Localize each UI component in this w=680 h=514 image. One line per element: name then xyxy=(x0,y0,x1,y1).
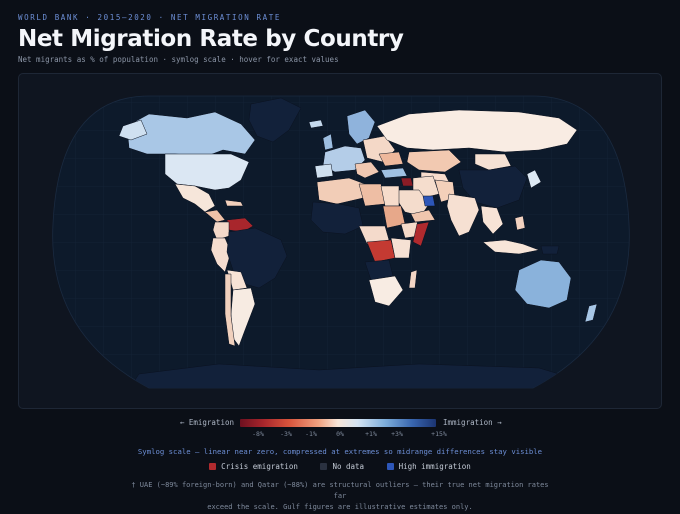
country-yemen[interactable] xyxy=(410,209,436,223)
country-indonesia[interactable] xyxy=(482,239,540,255)
country-central-america[interactable] xyxy=(204,209,226,223)
legend-tick: +3% xyxy=(391,430,403,438)
country-papua-new-guinea[interactable] xyxy=(540,245,560,255)
country-madagascar[interactable] xyxy=(408,269,418,289)
country-west-africa[interactable] xyxy=(310,201,364,235)
country-scandinavia[interactable] xyxy=(346,109,376,145)
country-japan[interactable] xyxy=(526,169,542,189)
swatch-high-immigration: High immigration xyxy=(386,462,471,471)
footnote-line: exceed the scale. Gulf figures are illus… xyxy=(207,503,473,511)
eyebrow-label: WORLD BANK · 2015–2020 · NET MIGRATION R… xyxy=(18,13,281,22)
swatch-color xyxy=(209,463,217,470)
country-united-kingdom[interactable] xyxy=(322,133,334,151)
country-india[interactable] xyxy=(446,193,480,237)
legend-immigration-label: Immigration → xyxy=(443,418,502,427)
country-brazil[interactable] xyxy=(226,227,288,289)
country-antarctica[interactable] xyxy=(118,363,580,404)
country-somalia[interactable] xyxy=(412,221,430,247)
country-spain[interactable] xyxy=(314,163,334,179)
footnote-line: † UAE (~89% foreign-born) and Qatar (~88… xyxy=(131,481,549,500)
country-syria[interactable] xyxy=(400,177,414,187)
swatch-color xyxy=(320,463,328,470)
swatch-no-data: No data xyxy=(320,462,364,471)
world-map[interactable] xyxy=(19,74,662,409)
legend-tick: -8% xyxy=(252,430,264,438)
page-subtitle: Net migrants as % of population · symlog… xyxy=(18,55,339,64)
country-united-states[interactable] xyxy=(164,153,250,191)
swatch-label: No data xyxy=(332,462,365,471)
scale-note: Symlog scale — linear near zero, compres… xyxy=(137,447,543,456)
country-peru[interactable] xyxy=(210,237,232,273)
country-chile[interactable] xyxy=(224,273,236,347)
page-title: Net Migration Rate by Country xyxy=(18,26,404,52)
country-balkans[interactable] xyxy=(354,161,380,179)
country-china[interactable] xyxy=(458,165,528,209)
swatch-legend: Crisis emigration No data High immigrati… xyxy=(0,462,680,471)
swatch-label: High immigration xyxy=(398,462,471,471)
swatch-crisis-emigration: Crisis emigration xyxy=(209,462,298,471)
country-mexico[interactable] xyxy=(174,183,216,213)
legend-tick: -1% xyxy=(305,430,317,438)
legend-gradient-bar xyxy=(240,419,436,427)
country-southern-africa[interactable] xyxy=(368,275,404,307)
country-east-africa[interactable] xyxy=(390,237,412,259)
legend-emigration-label: ← Emigration xyxy=(179,418,234,427)
country-new-zealand[interactable] xyxy=(584,303,598,323)
country-caribbean[interactable] xyxy=(224,199,244,207)
country-alaska[interactable] xyxy=(118,119,148,141)
footnote: † UAE (~89% foreign-born) and Qatar (~88… xyxy=(130,480,550,513)
swatch-label: Crisis emigration xyxy=(221,462,298,471)
legend-tick: +1% xyxy=(365,430,377,438)
legend-tick: -3% xyxy=(280,430,292,438)
country-russia[interactable] xyxy=(376,109,578,153)
legend: ← Emigration Immigration → xyxy=(0,418,680,430)
country-australia[interactable] xyxy=(514,259,572,309)
country-greenland[interactable] xyxy=(248,97,302,143)
country-mongolia[interactable] xyxy=(474,153,512,171)
legend-tick: +15% xyxy=(431,430,447,438)
country-iceland[interactable] xyxy=(308,119,324,129)
country-canada[interactable] xyxy=(126,111,256,157)
map-card xyxy=(18,73,662,409)
legend-tick: 0% xyxy=(336,430,344,438)
country-turkey[interactable] xyxy=(380,167,408,179)
swatch-color xyxy=(386,463,394,470)
country-southeast-asia[interactable] xyxy=(480,205,504,235)
legend-ticks: -8% -3% -1% 0% +1% +3% +15% xyxy=(240,430,447,440)
country-kazakhstan[interactable] xyxy=(406,149,462,173)
country-philippines[interactable] xyxy=(514,215,526,231)
country-ukraine[interactable] xyxy=(378,151,404,167)
country-angola[interactable] xyxy=(364,259,394,281)
country-gulf-states[interactable] xyxy=(422,195,436,207)
